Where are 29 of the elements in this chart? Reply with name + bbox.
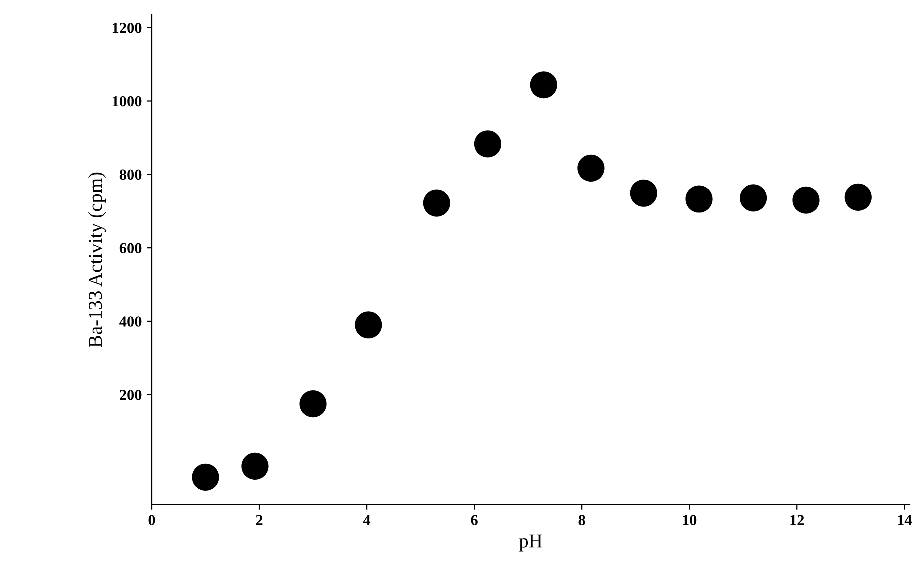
point <box>423 190 450 217</box>
y-tick-label: 600 <box>120 243 142 254</box>
y-tick-label: 400 <box>120 316 142 327</box>
point <box>686 186 713 213</box>
point <box>242 452 269 480</box>
point <box>792 186 820 214</box>
point <box>740 184 768 212</box>
x-tick-label: 2 <box>256 515 263 526</box>
point <box>530 72 558 99</box>
y-tick-label: 200 <box>120 390 142 400</box>
x-tick-label: 8 <box>578 515 586 526</box>
point <box>578 154 605 182</box>
point <box>474 130 502 158</box>
x-axis-title: pH <box>519 534 542 552</box>
point <box>844 184 872 211</box>
point <box>192 464 220 492</box>
x-tick-label: 10 <box>683 515 697 526</box>
y-axis-title: Ba-133 Activity (cpm) <box>88 172 106 348</box>
y-tick-label: 800 <box>120 170 142 180</box>
x-tick-label: 14 <box>898 515 912 526</box>
point <box>300 390 327 418</box>
point <box>630 180 658 207</box>
x-tick-label: 4 <box>363 515 371 526</box>
x-tick-label: 12 <box>790 515 804 526</box>
x-tick-label: 0 <box>148 515 156 526</box>
y-tick-label: 1000 <box>112 96 142 107</box>
x-tick-label: 6 <box>471 515 478 526</box>
y-tick-label: 1200 <box>112 22 142 34</box>
point <box>355 312 382 339</box>
